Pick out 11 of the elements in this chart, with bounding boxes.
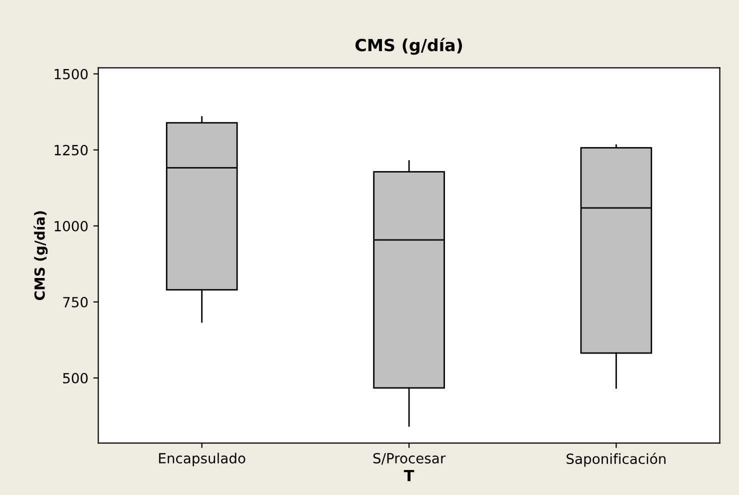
y-tick-label: 1250 xyxy=(54,144,88,156)
x-tick-label: Saponificación xyxy=(566,452,666,467)
y-axis-title: CMS (g/día) xyxy=(34,211,48,300)
y-tick-label: 750 xyxy=(63,296,88,308)
y-tick-label: 1500 xyxy=(54,68,88,80)
x-axis-title: T xyxy=(404,470,414,482)
x-tick-label: Encapsulado xyxy=(159,452,246,466)
chart-title: CMS (g/día) xyxy=(355,38,462,55)
y-tick-label: 500 xyxy=(63,372,88,384)
y-tick-label: 1000 xyxy=(54,220,88,232)
x-tick-label: S/Procesar xyxy=(373,452,446,465)
